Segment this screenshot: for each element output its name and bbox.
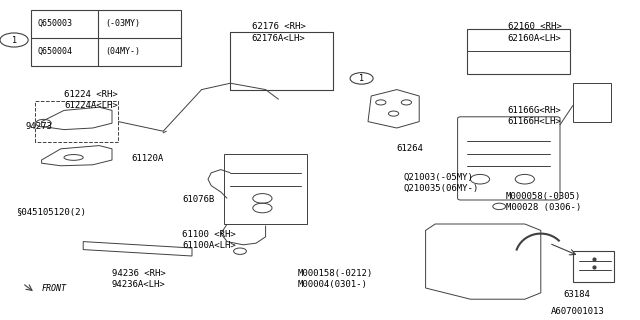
Bar [224,154,307,224]
Bar [467,29,570,74]
Text: M000158(-0212)
M00004(0301-): M000158(-0212) M00004(0301-) [298,269,373,289]
Text: M000058(-0305)
M00028 (0306-): M000058(-0305) M00028 (0306-) [506,192,581,212]
Bar [230,32,333,90]
Text: A607001013: A607001013 [550,307,604,316]
Text: 1: 1 [12,36,17,44]
Text: Q650004: Q650004 [37,47,72,56]
Text: 61100 <RH>
61100A<LH>: 61100 <RH> 61100A<LH> [182,230,236,251]
Text: 61224 <RH>
61224A<LH>: 61224 <RH> 61224A<LH> [64,90,118,110]
Bar [31,10,181,66]
Text: 94273: 94273 [26,122,52,131]
Text: 1: 1 [359,74,364,83]
Text: (04MY-): (04MY-) [105,47,140,56]
Text: 62176 <RH>
62176A<LH>: 62176 <RH> 62176A<LH> [252,22,305,43]
Text: Q650003: Q650003 [37,19,72,28]
Text: 94236 <RH>
94236A<LH>: 94236 <RH> 94236A<LH> [112,269,166,289]
Text: 63184: 63184 [564,290,591,299]
Text: 62160 <RH>
62160A<LH>: 62160 <RH> 62160A<LH> [508,22,561,43]
Text: 61120A: 61120A [131,154,163,163]
Text: §045105120(2): §045105120(2) [16,208,86,217]
Text: (-03MY): (-03MY) [105,19,140,28]
Text: 61264: 61264 [397,144,424,153]
Text: 61166G<RH>
61166H<LH>: 61166G<RH> 61166H<LH> [508,106,561,126]
Text: Q21003(-05MY)
Q210035(06MY-): Q21003(-05MY) Q210035(06MY-) [403,173,479,193]
Text: FRONT: FRONT [42,284,67,293]
Text: 61076B: 61076B [182,195,214,204]
Bar [573,251,614,282]
Bar [573,83,611,122]
